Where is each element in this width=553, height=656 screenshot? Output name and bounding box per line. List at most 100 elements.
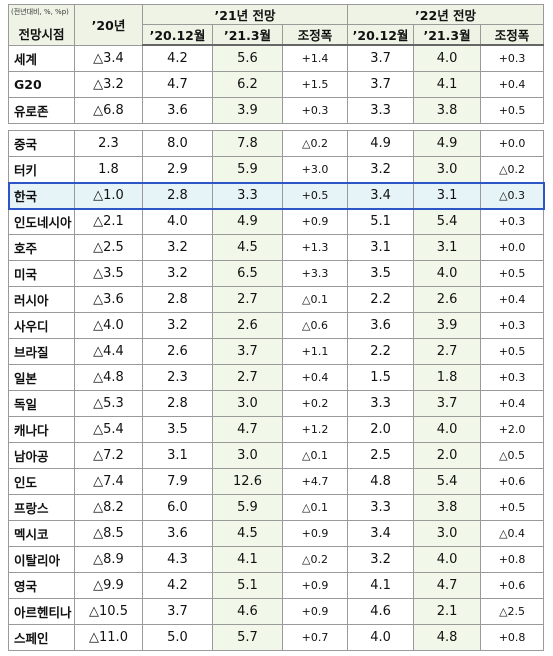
region-name: 사우디 bbox=[8, 312, 75, 339]
value-cell: +3.0 bbox=[281, 156, 349, 183]
value-cell: 5.6 bbox=[212, 44, 283, 72]
table-row: 스페인 △11.0 5.0 5.7 +0.7 4.0 4.8 +0.8 bbox=[8, 624, 545, 651]
value-cell: △0.2 bbox=[281, 546, 349, 573]
value-cell: 6.2 bbox=[212, 71, 283, 98]
value-cell: +1.5 bbox=[281, 71, 349, 98]
value-cell: 3.2 bbox=[142, 260, 213, 287]
value-cell: △2.1 bbox=[74, 208, 143, 235]
value-cell: 4.7 bbox=[142, 71, 213, 98]
region-name: 호주 bbox=[8, 234, 75, 261]
value-cell: △4.4 bbox=[74, 338, 143, 365]
value-cell: 4.7 bbox=[413, 572, 482, 599]
value-cell: 2.6 bbox=[212, 312, 283, 339]
value-cell: △0.4 bbox=[480, 520, 545, 547]
region-name: 프랑스 bbox=[8, 494, 75, 521]
region-name: 멕시코 bbox=[8, 520, 75, 547]
sub-header: ’20.12월 bbox=[142, 24, 213, 46]
value-cell: 4.9 bbox=[212, 208, 283, 235]
value-cell: 3.8 bbox=[413, 97, 482, 124]
value-cell: +0.9 bbox=[281, 572, 349, 599]
value-cell: 4.7 bbox=[212, 416, 283, 443]
value-cell: 3.2 bbox=[347, 156, 415, 183]
value-cell: 12.6 bbox=[212, 468, 283, 495]
value-cell: 4.9 bbox=[413, 130, 482, 157]
table-row: 호주 △2.5 3.2 4.5 +1.3 3.1 3.1 +0.0 bbox=[8, 234, 545, 261]
value-cell: 3.1 bbox=[413, 234, 482, 261]
region-name: 브라질 bbox=[8, 338, 75, 365]
value-cell: 3.7 bbox=[142, 598, 213, 625]
value-cell: 6.5 bbox=[212, 260, 283, 287]
value-cell: △3.4 bbox=[74, 44, 143, 72]
value-cell: 2.3 bbox=[74, 130, 143, 157]
value-cell: △4.8 bbox=[74, 364, 143, 391]
value-cell: 3.5 bbox=[347, 260, 415, 287]
region-name: 이탈리아 bbox=[8, 546, 75, 573]
value-cell: 2.5 bbox=[347, 442, 415, 469]
value-cell: 2.8 bbox=[142, 286, 213, 313]
value-cell: △11.0 bbox=[74, 624, 143, 651]
table-row: 아르헨티나 △10.5 3.7 4.6 +0.9 4.6 2.1 △2.5 bbox=[8, 598, 545, 625]
value-cell: 2.7 bbox=[413, 338, 482, 365]
value-cell: △0.6 bbox=[281, 312, 349, 339]
value-cell: 5.4 bbox=[413, 208, 482, 235]
value-cell: △3.2 bbox=[74, 71, 143, 98]
value-cell: 3.1 bbox=[413, 182, 482, 209]
table-row: 인도 △7.4 7.9 12.6 +4.7 4.8 5.4 +0.6 bbox=[8, 468, 545, 495]
value-cell: 2.8 bbox=[142, 390, 213, 417]
region-name: 일본 bbox=[8, 364, 75, 391]
value-cell: 3.3 bbox=[347, 390, 415, 417]
value-cell: 3.0 bbox=[413, 156, 482, 183]
region-name: 러시아 bbox=[8, 286, 75, 313]
value-cell: 4.0 bbox=[413, 546, 482, 573]
region-name: 인도네시아 bbox=[8, 208, 75, 235]
value-cell: △7.2 bbox=[74, 442, 143, 469]
value-cell: +0.0 bbox=[480, 130, 545, 157]
value-cell: 3.5 bbox=[142, 416, 213, 443]
value-cell: 3.9 bbox=[413, 312, 482, 339]
region-name: 미국 bbox=[8, 260, 75, 287]
value-cell: 2.6 bbox=[142, 338, 213, 365]
region-name: 인도 bbox=[8, 468, 75, 495]
value-cell: 3.0 bbox=[212, 390, 283, 417]
value-cell: 4.6 bbox=[347, 598, 415, 625]
value-cell: 4.2 bbox=[142, 44, 213, 72]
value-cell: 7.8 bbox=[212, 130, 283, 157]
value-cell: 5.4 bbox=[413, 468, 482, 495]
value-cell: 3.4 bbox=[347, 182, 415, 209]
value-cell: 4.0 bbox=[413, 416, 482, 443]
value-cell: 3.3 bbox=[212, 182, 283, 209]
value-cell: +0.6 bbox=[480, 468, 545, 495]
value-cell: 3.6 bbox=[142, 97, 213, 124]
value-cell: +0.5 bbox=[480, 338, 545, 365]
value-cell: +0.3 bbox=[281, 97, 349, 124]
value-cell: △9.9 bbox=[74, 572, 143, 599]
value-cell: △0.3 bbox=[480, 182, 545, 209]
value-cell: 2.2 bbox=[347, 286, 415, 313]
value-cell: 3.7 bbox=[347, 71, 415, 98]
region-name: 독일 bbox=[8, 390, 75, 417]
value-cell: +0.3 bbox=[480, 312, 545, 339]
value-cell: △0.1 bbox=[281, 442, 349, 469]
value-cell: 2.2 bbox=[347, 338, 415, 365]
value-cell: 3.0 bbox=[212, 442, 283, 469]
value-cell: △0.1 bbox=[281, 494, 349, 521]
region-name: 터키 bbox=[8, 156, 75, 183]
value-cell: △6.8 bbox=[74, 97, 143, 124]
header-row: (전년대비, %, %p) 전망시점 ’20년 ’21년 전망 ’22년 전망 bbox=[8, 4, 545, 46]
value-cell: 3.2 bbox=[347, 546, 415, 573]
sub-header: ’21.3월 bbox=[413, 24, 482, 46]
region-name: 중국 bbox=[8, 130, 75, 157]
table-row: 미국 △3.5 3.2 6.5 +3.3 3.5 4.0 +0.5 bbox=[8, 260, 545, 287]
value-cell: △0.1 bbox=[281, 286, 349, 313]
value-cell: +0.9 bbox=[281, 598, 349, 625]
value-cell: △3.6 bbox=[74, 286, 143, 313]
value-cell: △0.2 bbox=[480, 156, 545, 183]
value-cell: 3.9 bbox=[212, 97, 283, 124]
region-name: 아르헨티나 bbox=[8, 598, 75, 625]
table-row: 중국 2.3 8.0 7.8 △0.2 4.9 4.9 +0.0 bbox=[8, 130, 545, 157]
value-cell: 6.0 bbox=[142, 494, 213, 521]
value-cell: +1.1 bbox=[281, 338, 349, 365]
value-cell: +0.9 bbox=[281, 208, 349, 235]
value-cell: 4.3 bbox=[142, 546, 213, 573]
value-cell: 4.8 bbox=[347, 468, 415, 495]
